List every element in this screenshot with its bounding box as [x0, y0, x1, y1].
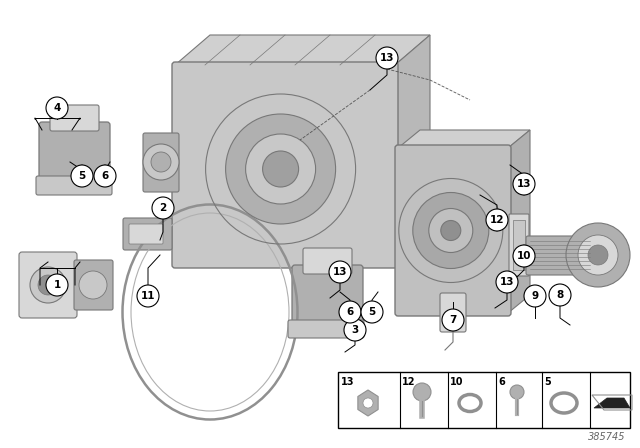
- FancyBboxPatch shape: [526, 236, 595, 275]
- Polygon shape: [358, 390, 378, 416]
- Circle shape: [246, 134, 316, 204]
- Circle shape: [441, 220, 461, 241]
- Circle shape: [363, 398, 373, 408]
- FancyBboxPatch shape: [143, 133, 179, 192]
- Circle shape: [549, 284, 571, 306]
- Text: 13: 13: [341, 377, 355, 387]
- Circle shape: [143, 144, 179, 180]
- Text: 10: 10: [451, 377, 464, 387]
- Circle shape: [524, 285, 546, 307]
- FancyBboxPatch shape: [288, 320, 364, 338]
- Text: 11: 11: [141, 291, 156, 301]
- Circle shape: [486, 209, 508, 231]
- Text: 3: 3: [351, 325, 358, 335]
- Circle shape: [376, 47, 398, 69]
- Circle shape: [30, 267, 66, 303]
- Circle shape: [413, 383, 431, 401]
- Text: 5: 5: [78, 171, 86, 181]
- Polygon shape: [508, 130, 530, 313]
- Bar: [513, 220, 525, 270]
- Text: 385745: 385745: [588, 432, 625, 442]
- Text: 10: 10: [516, 251, 531, 261]
- FancyBboxPatch shape: [123, 218, 172, 250]
- Circle shape: [94, 165, 116, 187]
- Circle shape: [46, 274, 68, 296]
- Circle shape: [588, 245, 608, 265]
- Text: 7: 7: [449, 315, 457, 325]
- Text: 5: 5: [369, 307, 376, 317]
- FancyBboxPatch shape: [19, 252, 77, 318]
- Polygon shape: [395, 35, 430, 265]
- Text: 2: 2: [159, 203, 166, 213]
- Text: 13: 13: [333, 267, 348, 277]
- Circle shape: [151, 152, 171, 172]
- Polygon shape: [398, 130, 530, 148]
- FancyBboxPatch shape: [303, 248, 352, 274]
- FancyBboxPatch shape: [74, 260, 113, 310]
- Polygon shape: [175, 35, 430, 65]
- Text: 12: 12: [490, 215, 504, 225]
- FancyBboxPatch shape: [172, 62, 398, 268]
- Circle shape: [513, 245, 535, 267]
- Circle shape: [137, 285, 159, 307]
- Text: 1: 1: [53, 280, 61, 290]
- Circle shape: [429, 208, 473, 253]
- FancyBboxPatch shape: [36, 176, 112, 195]
- Circle shape: [578, 235, 618, 275]
- Text: 5: 5: [545, 377, 552, 387]
- Text: 6: 6: [101, 171, 109, 181]
- Text: 13: 13: [500, 277, 515, 287]
- Circle shape: [344, 319, 366, 341]
- Text: 6: 6: [499, 377, 506, 387]
- Circle shape: [329, 261, 351, 283]
- Circle shape: [510, 385, 524, 399]
- FancyBboxPatch shape: [129, 224, 163, 244]
- FancyBboxPatch shape: [395, 145, 511, 316]
- Circle shape: [566, 223, 630, 287]
- Circle shape: [79, 271, 107, 299]
- Circle shape: [339, 301, 361, 323]
- Bar: [338, 372, 630, 428]
- Circle shape: [46, 97, 68, 119]
- Circle shape: [413, 193, 489, 268]
- Circle shape: [513, 173, 535, 195]
- Polygon shape: [594, 398, 630, 408]
- FancyBboxPatch shape: [509, 214, 529, 276]
- FancyBboxPatch shape: [292, 265, 363, 329]
- Circle shape: [361, 301, 383, 323]
- Text: 4: 4: [53, 103, 61, 113]
- Circle shape: [262, 151, 299, 187]
- Text: 6: 6: [346, 307, 354, 317]
- Text: 9: 9: [531, 291, 539, 301]
- Text: 13: 13: [516, 179, 531, 189]
- Text: 13: 13: [380, 53, 394, 63]
- Circle shape: [226, 114, 335, 224]
- FancyBboxPatch shape: [39, 122, 110, 186]
- FancyBboxPatch shape: [50, 105, 99, 131]
- Circle shape: [496, 271, 518, 293]
- Text: 8: 8: [556, 290, 564, 300]
- FancyBboxPatch shape: [440, 293, 466, 332]
- Circle shape: [442, 309, 464, 331]
- Circle shape: [38, 275, 58, 295]
- Circle shape: [152, 197, 174, 219]
- Text: 12: 12: [403, 377, 416, 387]
- Circle shape: [71, 165, 93, 187]
